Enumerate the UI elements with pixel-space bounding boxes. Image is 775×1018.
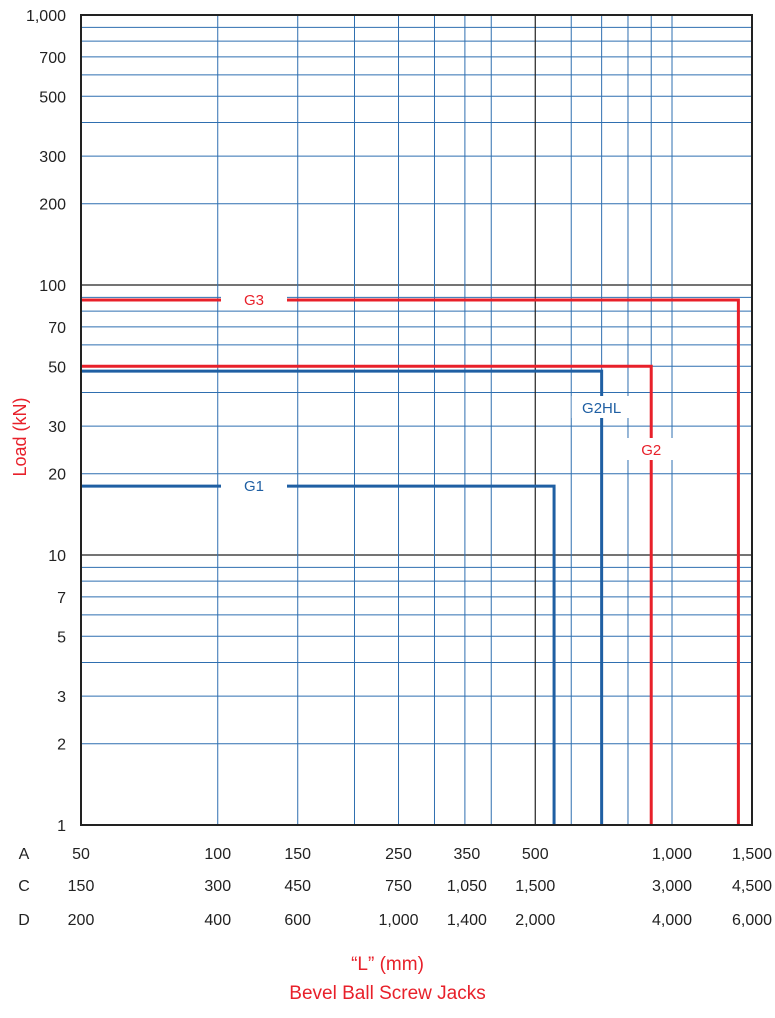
x-tick-label: 600 [284, 912, 311, 929]
x-tick-label: 3,000 [652, 878, 692, 895]
x-tick-label: 750 [385, 878, 412, 895]
series-label-g2: G2 [641, 442, 661, 459]
y-tick-label: 3 [57, 689, 66, 706]
y-tick-label: 500 [39, 89, 66, 106]
x-tick-label: 6,000 [732, 912, 772, 929]
y-tick-label: 50 [48, 359, 66, 376]
x-tick-label: 250 [385, 846, 412, 863]
series-line-g2 [81, 364, 653, 825]
y-tick-label: 7 [57, 590, 66, 607]
series-lines: G1 G2HL G2 G3 [81, 289, 740, 825]
series-label-bg [221, 289, 287, 310]
y-tick-label: 20 [48, 467, 66, 484]
series-label-bg [571, 396, 632, 418]
y-tick-label: 700 [39, 50, 66, 67]
plot-frame [80, 14, 753, 826]
frame-rect [80, 14, 753, 826]
y-tick-label: 1,000 [26, 8, 66, 25]
x-row-name-d: D [18, 912, 30, 929]
series-label-bg [621, 438, 682, 460]
x-tick-labels: A 50 100 150 250 350 500 1,000 1,500 C 150 300 450 75… [18, 846, 772, 929]
x-tick-label: 50 [72, 846, 90, 863]
x-tick-label: 1,500 [732, 846, 772, 863]
y-tick-label: 1 [57, 818, 66, 835]
x-tick-label: 1,000 [652, 846, 692, 863]
y-tick-labels: 1 2 3 5 7 10 20 30 50 70 100 200 300 500 700 1,000 [26, 8, 66, 835]
y-tick-label: 2 [57, 737, 66, 754]
series-label-g2hl: G2HL [582, 400, 621, 417]
x-tick-label: 150 [68, 878, 95, 895]
y-tick-label: 10 [48, 548, 66, 565]
x-tick-label: 450 [284, 878, 311, 895]
series-line-g2hl [81, 369, 604, 825]
x-tick-label: 150 [284, 846, 311, 863]
x-row-name-c: C [18, 878, 30, 895]
series-label-g3: G3 [244, 292, 264, 309]
x-tick-label: 1,000 [378, 912, 418, 929]
x-tick-label: 4,000 [652, 912, 692, 929]
x-axis-label: “L” (mm) [351, 954, 424, 975]
x-row-name-a: A [19, 846, 30, 863]
y-tick-label: 200 [39, 197, 66, 214]
y-tick-label: 100 [39, 278, 66, 295]
chart-subtitle: Bevel Ball Screw Jacks [289, 983, 486, 1004]
y-tick-label: 5 [57, 629, 66, 646]
x-tick-label: 1,400 [447, 912, 487, 929]
x-tick-label: 100 [204, 846, 231, 863]
y-tick-label: 70 [48, 320, 66, 337]
x-tick-label: 300 [204, 878, 231, 895]
series-line-g1 [81, 484, 556, 825]
series-label-g1: G1 [244, 478, 264, 495]
series-line-g3 [81, 298, 740, 825]
x-tick-label: 2,000 [515, 912, 555, 929]
y-tick-label: 300 [39, 149, 66, 166]
x-tick-label: 400 [204, 912, 231, 929]
x-tick-label: 350 [454, 846, 481, 863]
x-tick-label: 1,500 [515, 878, 555, 895]
x-tick-label: 1,050 [447, 878, 487, 895]
x-tick-label: 4,500 [732, 878, 772, 895]
y-axis-label: Load (kN) [10, 397, 30, 476]
x-tick-label: 500 [522, 846, 549, 863]
y-tick-label: 30 [48, 419, 66, 436]
series-label-bg [221, 476, 287, 497]
x-tick-label: 200 [68, 912, 95, 929]
